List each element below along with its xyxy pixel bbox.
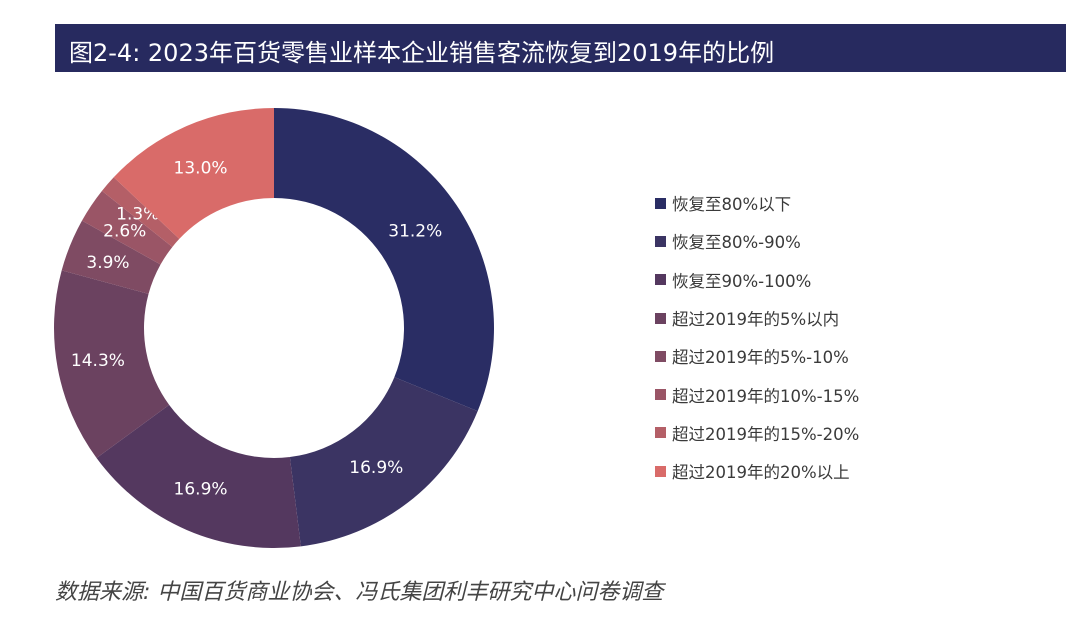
- donut-slice-1: [289, 377, 478, 547]
- legend-swatch: [655, 350, 666, 362]
- data-label-4: 3.9%: [86, 253, 129, 273]
- data-label-5: 2.6%: [103, 221, 146, 241]
- legend-label: 超过2019年的20%以上: [672, 463, 850, 483]
- legend-label: 恢复至80%以下: [672, 195, 792, 215]
- legend-swatch: [655, 427, 666, 439]
- data-label-1: 16.9%: [349, 458, 403, 478]
- title-bar: 图2-4: 2023年百货零售业样本企业销售客流恢复到2019年的比例: [55, 24, 1066, 72]
- data-label-3: 14.3%: [71, 351, 125, 371]
- legend-label: 超过2019年的5%-10%: [672, 348, 849, 368]
- data-label-0: 31.2%: [388, 221, 442, 241]
- legend-item: 超过2019年的10%-15%: [655, 375, 859, 413]
- legend-swatch: [655, 312, 666, 324]
- legend-label: 恢复至80%-90%: [672, 233, 801, 253]
- legend-label: 超过2019年的15%-20%: [672, 424, 860, 444]
- legend-label: 恢复至90%-100%: [672, 271, 812, 291]
- legend-item: 恢复至80%以下: [655, 184, 859, 222]
- legend: 恢复至80%以下 恢复至80%-90% 恢复至90%-100% 超过2019年的5%以…: [655, 184, 859, 490]
- donut-slice-2: [96, 404, 301, 549]
- legend-item: 恢复至80%-90%: [655, 222, 859, 260]
- legend-swatch: [655, 274, 666, 286]
- chart-title: 图2-4: 2023年百货零售业样本企业销售客流恢复到2019年的比例: [69, 39, 775, 67]
- donut-slice-4: [61, 220, 161, 294]
- legend-swatch: [655, 197, 666, 209]
- donut-slice-7: [113, 108, 274, 239]
- legend-swatch: [655, 389, 666, 401]
- donut-slice-5: [81, 190, 173, 265]
- legend-item: 超过2019年的5%以内: [655, 299, 859, 337]
- legend-swatch: [655, 235, 666, 247]
- donut-slice-0: [274, 108, 494, 412]
- legend-label: 超过2019年的10%-15%: [672, 386, 860, 406]
- legend-swatch: [655, 465, 666, 477]
- source-note: 数据来源: 中国百货商业协会、冯氏集团利丰研究中心问卷调查: [55, 580, 664, 605]
- legend-item: 超过2019年的5%-10%: [655, 337, 859, 375]
- legend-item: 恢复至90%-100%: [655, 261, 859, 299]
- legend-label: 超过2019年的5%以内: [672, 310, 840, 330]
- donut-slice-3: [53, 270, 170, 459]
- data-label-2: 16.9%: [174, 480, 228, 500]
- legend-item: 超过2019年的15%-20%: [655, 414, 859, 452]
- data-label-7: 13.0%: [174, 158, 228, 178]
- legend-item: 超过2019年的20%以上: [655, 452, 859, 490]
- donut-slice-6: [101, 177, 180, 247]
